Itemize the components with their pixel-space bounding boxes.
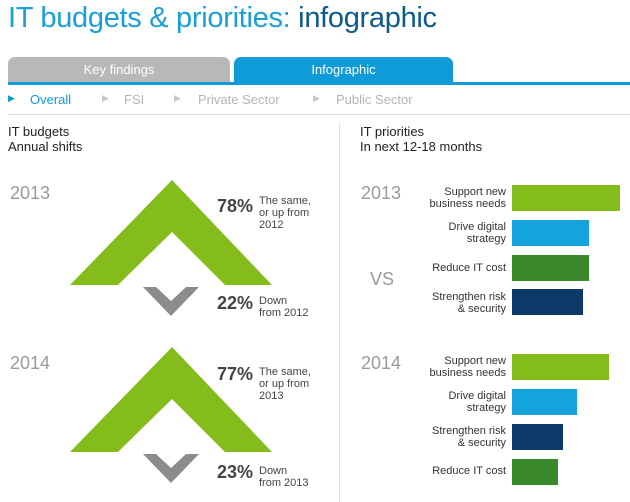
priority-label-line1: Reduce IT cost [432, 262, 506, 274]
budget-up-label-2013-line1: The same, [259, 195, 311, 207]
priorities-title: IT priorities [360, 124, 425, 139]
budget-down-label-2013-line2: from 2012 [259, 307, 309, 319]
budget-up-label-2014-line1: The same, [259, 366, 311, 378]
priority-label-line1: Support new [444, 186, 506, 198]
priority-bar [512, 289, 583, 315]
budget-year-2013: 2013 [10, 183, 51, 203]
priority-bar [512, 354, 609, 380]
priority-bar [512, 459, 558, 485]
up-chevron-icon-2013 [70, 180, 272, 285]
budgets-heading: IT budgets Annual shifts [8, 124, 82, 154]
priority-bar [512, 255, 589, 281]
budget-down-label-2013-line1: Down [259, 295, 288, 307]
budget-up-label-2013-line2: or up from [259, 207, 310, 219]
budget-up-label-2014-line2: or up from [259, 378, 310, 390]
priority-label-line2: business needs [429, 367, 506, 379]
page-title: IT budgets & priorities: infographic [8, 0, 437, 36]
priority-label: Drive digital strategy [396, 221, 506, 245]
budget-down-pct-2014: 23% [217, 462, 254, 482]
budget-down-label-2014-line1: Down [259, 465, 288, 477]
title-sub: infographic [298, 2, 437, 34]
budgets-subtitle: Annual shifts [8, 139, 83, 154]
budgets-title: IT budgets [8, 124, 70, 139]
down-chevron-icon-2013 [143, 287, 199, 316]
priority-label: Drive digital strategy [396, 390, 506, 414]
budget-down-label-2013: Down from 2012 [259, 295, 309, 319]
title-main: IT budgets & priorities: [8, 2, 291, 34]
priority-label-line1: Drive digital [448, 221, 506, 233]
subnav-private-sector[interactable]: Private Sector [198, 92, 280, 107]
priority-label: Strengthen risk & security [396, 291, 506, 315]
priority-label: Support new business needs [396, 355, 506, 379]
tab-infographic[interactable]: Infographic [234, 57, 453, 82]
tab-key-findings[interactable]: Key findings [8, 57, 230, 82]
subnav-fsi[interactable]: FSI [124, 92, 145, 107]
priority-label-line1: Strengthen risk [432, 291, 506, 303]
priority-label-line1: Support new [444, 355, 506, 367]
budget-down-label-2014: Down from 2013 [259, 465, 309, 489]
versus-label: VS [370, 269, 395, 289]
play-icon-private: ▶ [174, 93, 181, 103]
sub-navigation: ▶ Overall ▶ FSI ▶ Private Sector ▶ Publi… [0, 90, 630, 110]
budget-year-2014: 2014 [10, 353, 51, 373]
priorities-heading: IT priorities In next 12-18 months [360, 124, 482, 154]
column-divider [339, 123, 340, 502]
budget-up-label-2013: The same, or up from 2012 [259, 195, 311, 231]
budget-up-pct-2013: 78% [217, 196, 254, 216]
priority-label: Strengthen risk & security [396, 425, 506, 449]
subnav-overall[interactable]: Overall [30, 92, 72, 107]
down-chevron-icon-2014 [143, 454, 199, 483]
priority-label-line2: & security [457, 437, 506, 449]
budget-up-label-2014-line3: 2013 [259, 390, 284, 402]
budget-down-label-2014-line2: from 2013 [259, 477, 309, 489]
priorities-subtitle: In next 12-18 months [360, 139, 483, 154]
tab-underline [8, 82, 630, 85]
priority-bar [512, 185, 620, 211]
priority-bar [512, 389, 577, 415]
up-chevron-icon-2014 [70, 347, 272, 452]
priority-label-line2: business needs [429, 198, 506, 210]
budget-up-label-2014: The same, or up from 2013 [259, 366, 311, 402]
priority-label-line2: strategy [466, 233, 506, 245]
subnav-divider [8, 114, 630, 115]
subnav-public-sector[interactable]: Public Sector [336, 92, 413, 107]
budget-down-pct-2013: 22% [217, 293, 254, 313]
priority-label-line1: Reduce IT cost [432, 465, 506, 477]
priority-label-line2: strategy [466, 402, 506, 414]
priority-bar [512, 424, 563, 450]
priority-label-line2: & security [457, 303, 506, 315]
play-icon-fsi: ▶ [102, 93, 109, 103]
play-icon-public: ▶ [313, 93, 320, 103]
priority-bar [512, 220, 589, 246]
priority-label: Reduce IT cost [396, 262, 506, 274]
priority-year-2013: 2013 [361, 183, 402, 203]
budget-up-label-2013-line3: 2012 [259, 219, 284, 231]
priority-label: Support new business needs [396, 186, 506, 210]
budget-up-pct-2014: 77% [217, 364, 254, 384]
priority-label-line1: Drive digital [448, 390, 506, 402]
priority-year-2014: 2014 [361, 353, 402, 373]
play-icon-overall: ▶ [8, 93, 15, 103]
priority-label: Reduce IT cost [396, 465, 506, 477]
priority-label-line1: Strengthen risk [432, 425, 506, 437]
